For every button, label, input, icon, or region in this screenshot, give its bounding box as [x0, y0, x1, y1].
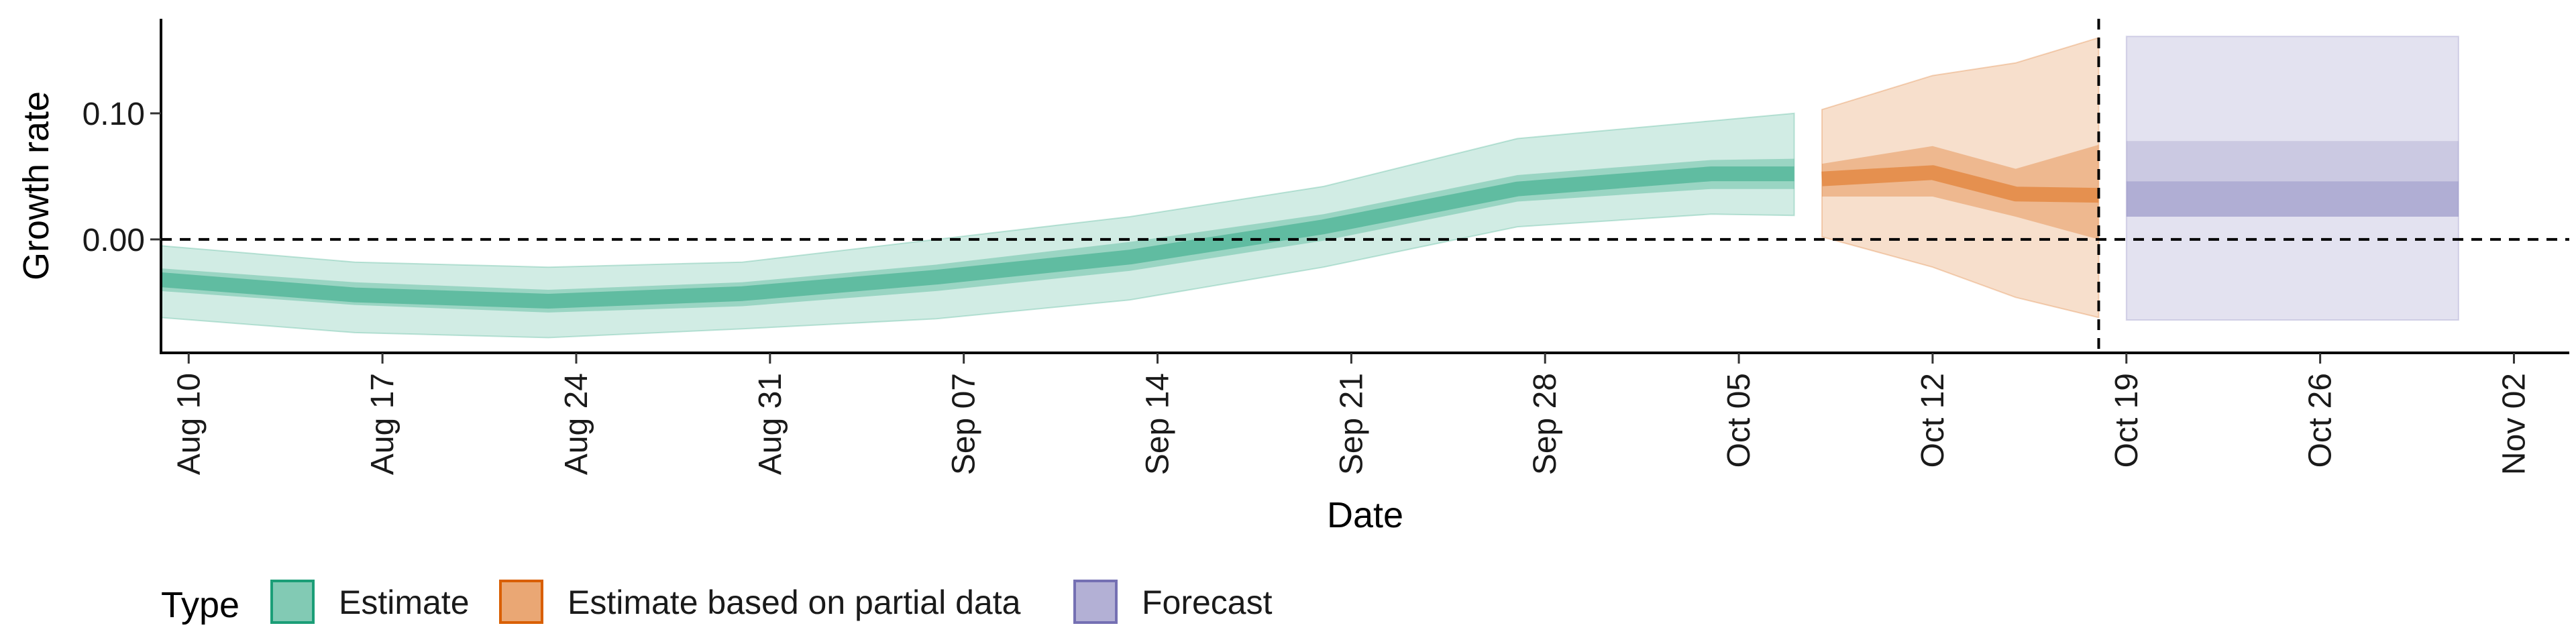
legend: Type Estimate Estimate based on partial d… — [161, 580, 1273, 625]
x-axis-title: Date — [1327, 495, 1403, 535]
legend-forecast-swatch — [1073, 580, 1118, 624]
legend-title: Type — [161, 585, 239, 625]
x-tick-label: Aug 17 — [365, 373, 400, 475]
legend-estimate-swatch — [270, 580, 315, 624]
x-tick-label: Nov 02 — [2496, 373, 2532, 475]
legend-estimate-label: Estimate — [339, 584, 470, 621]
estimate-based-on-partial-data-outer-band — [1821, 36, 2100, 319]
x-tick-label: Aug 24 — [559, 373, 594, 475]
reference-lines — [161, 19, 2569, 353]
legend-estimate-based-on-partial-data-swatch — [499, 580, 543, 624]
x-tick-label: Sep 28 — [1527, 373, 1563, 475]
x-tick-label: Sep 14 — [1140, 373, 1176, 475]
estimate-based-on-partial-data-inner-band — [1821, 144, 2099, 239]
x-tick-label: Oct 05 — [1721, 373, 1757, 468]
x-tick-label: Sep 07 — [947, 373, 982, 475]
estimate-inner-band — [161, 158, 1794, 313]
axes — [160, 19, 2569, 354]
x-tick-label: Aug 10 — [171, 373, 207, 475]
y-axis-title: Growth rate — [16, 91, 56, 280]
estimate-outer-band — [160, 112, 1795, 339]
forecast-outer-band — [2125, 36, 2459, 321]
forecast-inner-band — [2126, 181, 2459, 217]
uncertainty-bands — [160, 36, 2459, 339]
legend-forecast-label: Forecast — [1142, 584, 1273, 621]
forecast-middle-band — [2126, 141, 2459, 217]
x-tick-label: Oct 26 — [2303, 373, 2339, 468]
x-tick-label: Sep 21 — [1334, 373, 1369, 475]
x-axis-ticks: Aug 10 Aug 17 Aug 24 Aug 31 Sep 07 Sep 14 Sep … — [171, 353, 2532, 475]
estimate-based-on-partial-data-median-line — [1821, 165, 2099, 203]
x-tick-label: Oct 19 — [2109, 373, 2145, 468]
legend-estimate-based-on-partial-data-label: Estimate based on partial data — [568, 584, 1021, 621]
y-tick-label: 0.00 — [83, 223, 145, 258]
x-tick-label: Aug 31 — [753, 373, 788, 475]
y-axis-ticks: 0.00 0.10 — [83, 97, 161, 258]
estimate-median-line — [160, 166, 1794, 309]
x-tick-label: Oct 12 — [1915, 373, 1951, 468]
y-tick-label: 0.10 — [83, 97, 145, 132]
